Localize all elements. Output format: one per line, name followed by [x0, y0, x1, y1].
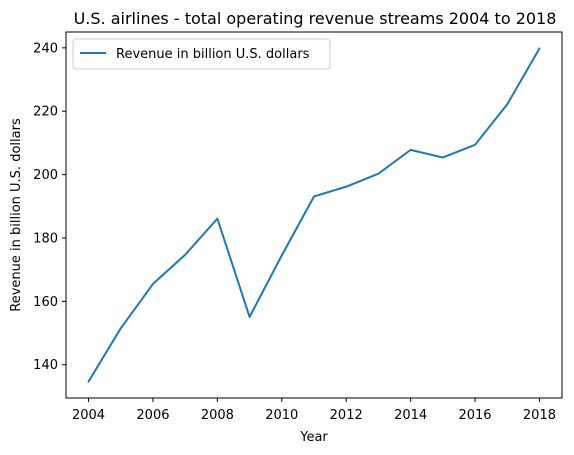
x-tick-label: 2018: [523, 408, 556, 423]
y-tick-label: 220: [33, 105, 58, 120]
legend-label: Revenue in billion U.S. dollars: [116, 47, 310, 62]
y-tick-label: 140: [33, 358, 58, 373]
x-tick-label: 2008: [201, 408, 234, 423]
x-tick-label: 2004: [72, 408, 105, 423]
y-tick-label: 240: [33, 41, 58, 56]
x-tick-label: 2010: [265, 408, 298, 423]
y-tick-label: 200: [33, 168, 58, 183]
y-axis-ticks: 140 160 180 200 220 240: [33, 41, 66, 373]
legend-box: [72, 38, 331, 70]
series-line: [87, 47, 541, 383]
y-tick-label: 180: [33, 231, 58, 246]
y-tick-label: 160: [33, 295, 58, 310]
x-tick-label: 2014: [394, 408, 427, 423]
chart-title: U.S. airlines - total operating revenue …: [74, 9, 557, 28]
x-axis-ticks: 2004 2006 2008 2010 2012 2014 2016 2018: [72, 398, 556, 423]
plot-frame: [65, 31, 563, 399]
x-tick-label: 2016: [458, 408, 491, 423]
legend: Revenue in billion U.S. dollars: [72, 38, 331, 70]
series-group: [87, 47, 541, 383]
x-tick-label: 2006: [136, 408, 169, 423]
x-axis-label: Year: [299, 430, 328, 445]
y-axis-label: Revenue in billion U.S. dollars: [9, 118, 24, 312]
x-tick-label: 2012: [330, 408, 363, 423]
